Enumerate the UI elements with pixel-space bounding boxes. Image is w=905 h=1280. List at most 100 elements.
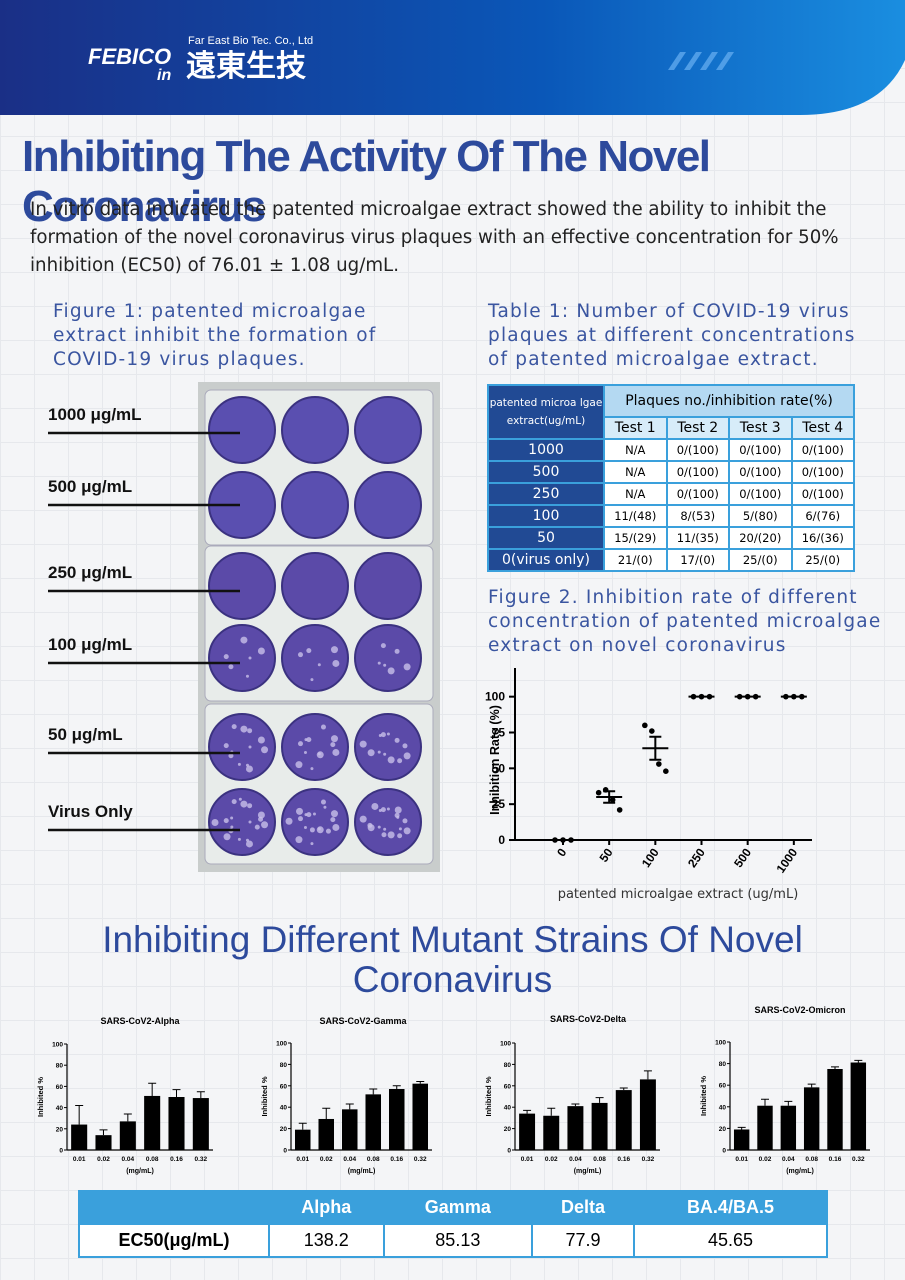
plaque xyxy=(295,807,303,815)
plaque xyxy=(223,743,229,749)
value: 45.65 xyxy=(632,1223,829,1258)
plaque xyxy=(403,752,411,760)
plaque xyxy=(381,832,387,838)
plaque xyxy=(378,809,382,813)
y-tick-label: 60 xyxy=(56,1084,64,1091)
error-bar xyxy=(547,1107,556,1116)
error-bar xyxy=(416,1081,425,1084)
col-header: BA.4/BA.5 xyxy=(632,1190,829,1225)
bar xyxy=(318,1118,335,1150)
row: 100 11/(48) 8/(53) 5/(80) 6/(76) xyxy=(487,504,855,528)
corner: patented microa lgae extract(ug/mL) xyxy=(487,384,605,440)
chart-title: SARS-CoV2-Omicron xyxy=(754,1005,845,1015)
y-tick-label: 100 xyxy=(52,1042,63,1049)
well xyxy=(281,713,349,781)
y-tick-label: 75 xyxy=(492,726,506,740)
y-tick-label: 20 xyxy=(56,1126,64,1133)
bar xyxy=(294,1129,311,1150)
plaque xyxy=(237,837,241,841)
row: Alpha Gamma Delta BA.4/BA.5 xyxy=(78,1190,829,1225)
bar xyxy=(803,1087,820,1150)
well xyxy=(354,624,422,692)
test-header: Test 3 xyxy=(728,416,793,440)
plaque xyxy=(377,661,381,665)
bar xyxy=(591,1102,608,1150)
error-bar xyxy=(737,1126,746,1130)
cell: 20/(20) xyxy=(728,526,793,550)
plaque xyxy=(303,750,307,754)
plaque xyxy=(332,659,340,667)
plaque xyxy=(240,636,248,644)
plaque xyxy=(330,735,338,743)
x-tick-label: 100 xyxy=(639,845,662,870)
plaque xyxy=(330,646,338,654)
figure1-label: 250 μg/mL xyxy=(48,563,132,582)
error-bar xyxy=(571,1103,580,1107)
row-label: 0(virus only) xyxy=(487,548,605,572)
y-tick-label: 100 xyxy=(715,1040,726,1047)
x-tick-label: 0.32 xyxy=(852,1156,865,1163)
cell: 25/(0) xyxy=(728,548,793,572)
plaque xyxy=(387,831,395,839)
x-tick-label: 0.04 xyxy=(122,1156,135,1163)
cell: 8/(53) xyxy=(665,504,730,528)
error-bar xyxy=(761,1098,769,1106)
plaque xyxy=(332,748,340,756)
plaque xyxy=(330,817,336,823)
x-tick-label: 0.32 xyxy=(642,1156,655,1163)
x-axis-label: (mg/mL) xyxy=(574,1168,602,1175)
error-bar xyxy=(322,1107,331,1119)
y-tick-label: 40 xyxy=(504,1105,512,1112)
plaque xyxy=(297,652,303,658)
plaque xyxy=(304,738,308,742)
row: EC50(μg/mL) 138.2 85.13 77.9 45.65 xyxy=(78,1223,829,1258)
cell: 16/(36) xyxy=(790,526,855,550)
bar xyxy=(757,1105,773,1150)
plaque xyxy=(378,734,382,738)
row: 500 N/A 0/(100) 0/(100) 0/(100) xyxy=(487,460,855,484)
y-axis-label: Inhibition Rate (%) xyxy=(488,705,502,815)
y-tick-label: 100 xyxy=(500,1041,511,1048)
row: 1000 N/A 0/(100) 0/(100) 0/(100) xyxy=(487,438,855,462)
x-axis-label: (mg/mL) xyxy=(348,1168,376,1175)
error-bar xyxy=(99,1129,108,1136)
plaque xyxy=(240,800,248,808)
bar xyxy=(144,1095,161,1150)
row-label: 250 xyxy=(487,482,605,506)
y-tick-label: 0 xyxy=(283,1148,287,1155)
cell: 0/(100) xyxy=(665,438,730,462)
table1-caption: Table 1: Number of COVID-19 virus plaque… xyxy=(488,301,856,370)
error-bar xyxy=(196,1091,205,1099)
plaque xyxy=(402,743,408,749)
plaque xyxy=(257,647,265,655)
cell: 11/(48) xyxy=(603,504,668,528)
bar xyxy=(543,1115,560,1150)
x-tick-label: 0.32 xyxy=(195,1156,208,1163)
plaque xyxy=(295,761,303,769)
error-bar xyxy=(603,790,616,804)
error-bar xyxy=(595,1097,604,1103)
x-tick-label: 0.08 xyxy=(805,1156,818,1163)
plaque xyxy=(306,648,312,654)
cell: 0/(100) xyxy=(790,460,855,484)
bar xyxy=(615,1090,632,1150)
error-bar xyxy=(619,1087,628,1091)
plaque xyxy=(303,825,307,829)
bar xyxy=(192,1098,209,1150)
plaque xyxy=(398,827,402,831)
row: 50 15/(29) 11/(35) 20/(20) 16/(36) xyxy=(487,526,855,550)
bar xyxy=(71,1124,88,1150)
well xyxy=(208,552,276,620)
y-tick-label: 0 xyxy=(722,1148,726,1155)
plaque xyxy=(257,736,265,744)
intro: In vitro data indicated the patented mic… xyxy=(30,199,839,276)
test-header: Test 1 xyxy=(603,416,668,440)
row-label: EC50(μg/mL) xyxy=(78,1223,270,1258)
well xyxy=(281,552,349,620)
error-bar xyxy=(172,1089,181,1097)
bar xyxy=(168,1097,185,1150)
company-zh: 遠東生技 xyxy=(186,50,306,83)
bar xyxy=(519,1113,536,1150)
row-label: 100 xyxy=(487,504,605,528)
